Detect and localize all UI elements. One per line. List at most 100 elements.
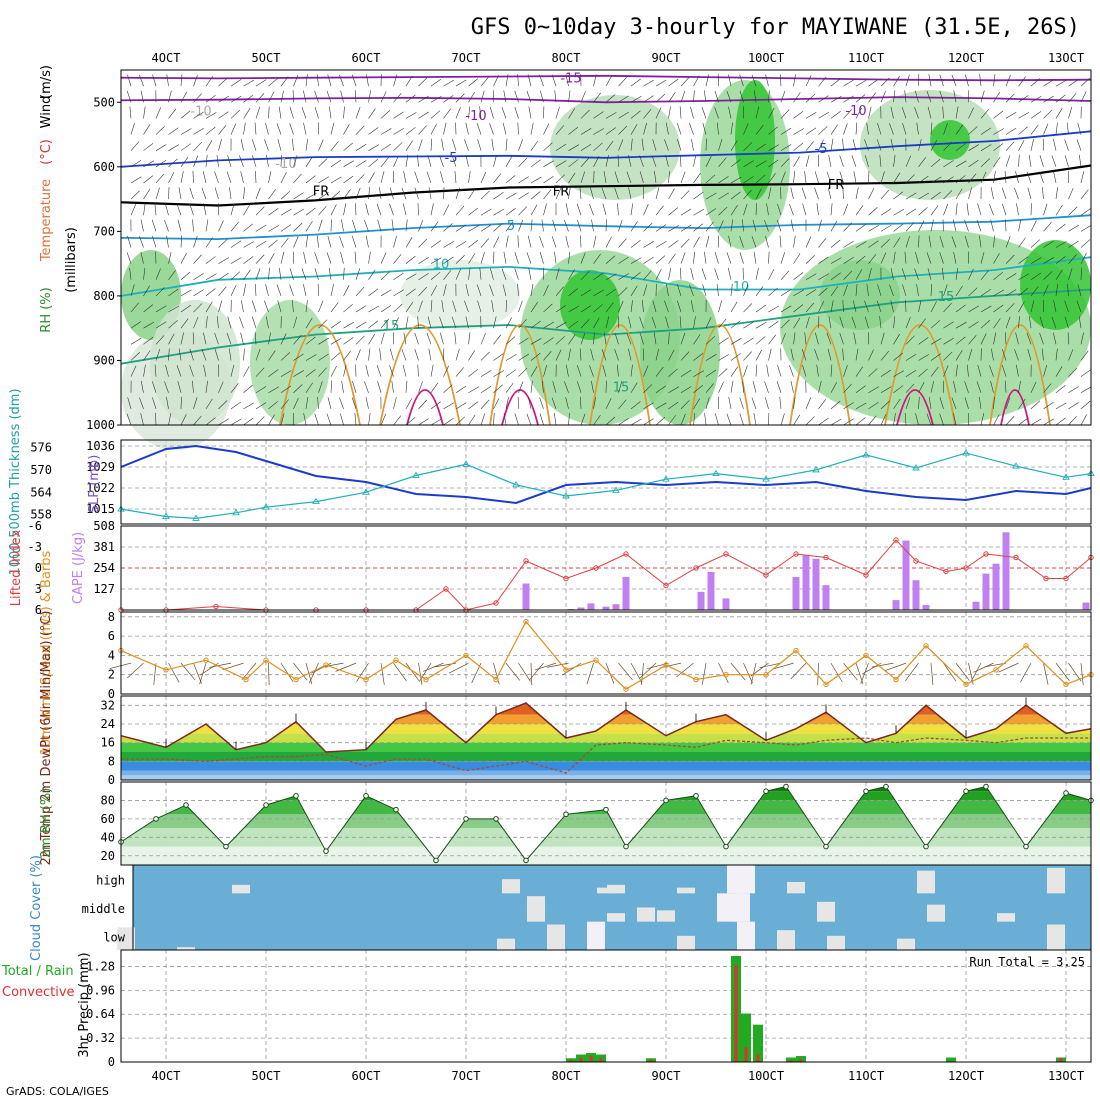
wind-barb [580,171,585,184]
wind-barb [428,348,432,361]
wind10-point-27 [1023,643,1029,649]
warm-contour-2 [489,324,551,426]
wind-barb [518,192,529,200]
wind-barb [355,268,361,280]
wind-barb [643,222,653,232]
wind10-point-21 [823,681,829,688]
wind-frame [120,611,1092,695]
label-wind10m: 10m Wind Speed (m/s) & Barbs [39,550,54,755]
wind-barb [605,112,617,119]
wind-barb [730,122,733,135]
wind-barb [768,251,770,264]
cape-bar-6 [622,576,630,610]
wind-barb [1051,155,1057,167]
wind-barb [355,321,367,329]
wind-barb [905,353,917,361]
wind-barb [603,332,607,345]
wind-barb [180,414,187,426]
series-line-SLP [120,444,1092,505]
wind-barb [928,235,932,248]
wind-barb [505,317,512,329]
wind-barb [966,203,969,216]
wind-barb [301,268,307,280]
wind-barb [843,222,853,232]
wind-barb [441,300,444,313]
wind-barb [189,365,194,377]
wind-barb [743,176,754,184]
wind-barb [991,348,994,361]
wind-barb [580,109,590,119]
wind-barb [218,95,229,103]
wind-barb [880,351,889,361]
wind-barb [828,154,832,167]
wind-barb [939,74,944,87]
wind-barb [518,206,528,216]
rh-tick-0: 20 [101,849,115,863]
wind-barb [843,203,848,216]
rh-shade-4 [560,270,620,340]
wind10-barb [293,662,308,681]
wind-barb [668,225,680,232]
wind-barb [743,351,752,361]
cape-bar-18 [972,601,980,610]
wind-barb [718,300,722,313]
wind10-barb [860,663,869,684]
wind-barb [402,203,407,216]
wind-barb [855,94,866,103]
wind-barb [476,123,482,135]
wind-barb [318,139,324,151]
wind-barb [943,141,952,151]
wind10-barb [209,662,232,668]
wind-barb [368,144,380,151]
wind-barb [405,288,416,297]
wind10-barb [759,662,782,669]
wind-barb [590,348,594,361]
temp-line [120,702,1092,753]
wind-barb [180,156,189,167]
wind-barb [628,316,632,329]
li-tick-0: -6 [28,519,42,533]
wind-barb [205,219,209,232]
wind-barb [526,90,532,103]
wind-barb [530,140,539,151]
wind-barb [530,284,534,296]
wind-barb [993,235,995,248]
wind-barb [680,413,686,426]
wind-barb [418,286,427,297]
wind-barb [277,300,282,313]
wind-barb [1043,222,1052,232]
wind-barb [293,208,304,216]
wind-barb [605,219,607,232]
wind-barb [505,300,508,313]
wind-barb [853,332,857,345]
wind-barb [468,171,471,183]
wind-barb [976,219,982,232]
wind-barb [155,173,165,184]
wind-barb [218,418,229,426]
wind-barb [1026,171,1032,184]
wind-barb [930,320,941,329]
wind10-barb [970,662,982,683]
wind-barb [214,187,219,200]
wind-barb [668,401,679,410]
wind-barb [716,283,719,296]
isotherm-label-14: -10 [275,157,296,172]
wind-barb [555,335,566,345]
wind-barb [180,128,192,135]
wind-barb [493,155,497,167]
wind-barb [893,316,896,329]
cape-bar-20 [992,563,1000,610]
wind-barb [730,380,734,393]
wind-barb [468,386,480,393]
wind-barb [914,90,919,103]
wind10-barb [743,662,753,684]
wind-barb [293,192,304,200]
wind-barb [718,381,724,393]
cloud-cell-mid_cells-2 [637,907,655,922]
wind-barb [743,189,752,200]
wind-barb [180,171,184,184]
wind-barb [780,252,785,264]
wind-barb [793,414,801,426]
wind-barb [155,321,167,329]
thickness-point-7 [412,471,420,478]
